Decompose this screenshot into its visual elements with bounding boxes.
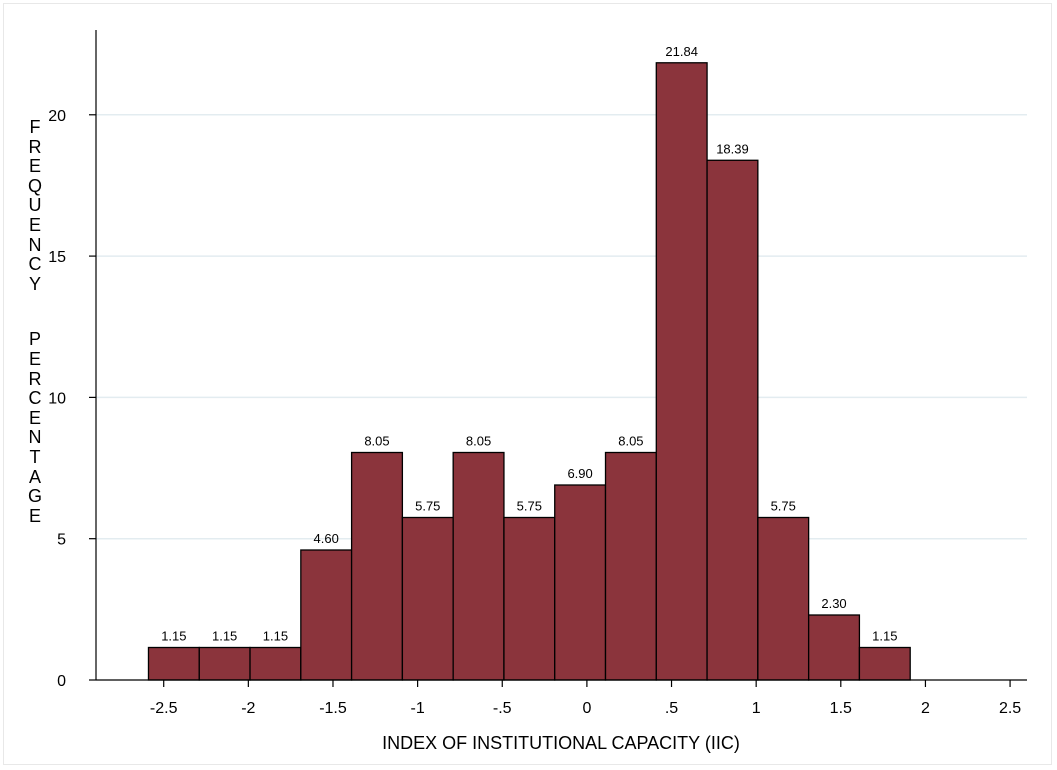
- histogram-bar: [554, 484, 607, 681]
- histogram-bar: [249, 646, 302, 681]
- y-axis-label-letter: Q: [27, 175, 42, 196]
- y-axis-label-letter: E: [28, 348, 41, 369]
- y-axis-label-letter: R: [28, 368, 42, 389]
- histogram-bar: [858, 646, 911, 681]
- y-axis-label-letter: N: [28, 427, 42, 448]
- x-tick-label: 1: [752, 700, 761, 717]
- y-axis-label-letter: C: [28, 388, 42, 409]
- y-axis-label-letter: A: [28, 466, 41, 487]
- histogram-bar: [147, 646, 200, 681]
- y-axis-label-letter: T: [29, 446, 41, 467]
- histogram-bar: [604, 451, 657, 681]
- gridlines: [96, 114, 1027, 540]
- x-tick-label: -.5: [493, 700, 512, 717]
- y-axis-label-letter: N: [28, 234, 42, 255]
- bar-value-label: 1.15: [161, 629, 186, 644]
- bar-value-label: 8.05: [364, 434, 389, 449]
- bar-value-label: 21.84: [665, 44, 698, 59]
- bar-value-label: 8.05: [618, 434, 643, 449]
- x-tick-label: -1: [411, 700, 425, 717]
- x-tick-label: 2.5: [999, 700, 1021, 717]
- x-tick-label: -1.5: [319, 700, 347, 717]
- histogram-bar: [757, 516, 810, 681]
- y-axis-label-letter: P: [28, 329, 41, 350]
- histogram-bar: [807, 614, 861, 681]
- histogram-bar: [503, 516, 556, 681]
- x-tick-label: -2: [241, 700, 255, 717]
- bar-value-label: 18.39: [716, 141, 749, 156]
- x-tick-label: .5: [665, 700, 678, 717]
- x-axis-label: INDEX OF INSTITUTIONAL CAPACITY (IIC): [382, 733, 740, 753]
- y-axis-label-letter: E: [28, 407, 41, 428]
- bar-value-label: 4.60: [314, 531, 339, 546]
- y-tick-label: 0: [57, 673, 66, 690]
- axes: [95, 30, 1027, 681]
- bar-value-label: 1.15: [872, 629, 897, 644]
- histogram-bar: [300, 549, 353, 681]
- bar-value-label: 5.75: [771, 499, 796, 514]
- histogram-bar: [198, 646, 251, 681]
- bar-value-label: 8.05: [466, 434, 491, 449]
- y-tick-label: 10: [48, 390, 66, 407]
- y-axis-label-letter: E: [28, 156, 41, 177]
- bar-value-label: 1.15: [263, 629, 288, 644]
- x-tick-label: 2: [921, 700, 930, 717]
- histogram-bars: [147, 62, 911, 681]
- y-axis-label-letter: E: [28, 214, 41, 235]
- y-axis-label-letter: F: [29, 117, 41, 137]
- bar-value-label: 6.90: [567, 466, 592, 481]
- y-tick-label: 20: [48, 108, 66, 125]
- bar-value-label: 1.15: [212, 629, 237, 644]
- x-tick-label: 1.5: [830, 700, 852, 717]
- y-tick-label: 15: [48, 249, 66, 266]
- bar-value-labels: 1.15 1.15 1.15 4.60 8.05 5.75 8.05 5.75 6.90 8.05…: [161, 44, 897, 644]
- y-axis-label-letter: Y: [28, 273, 41, 294]
- bar-value-label: 2.30: [821, 596, 846, 611]
- x-axis-ticks: -2.5 -2 -1.5 -1 -.5 0 .5 1 1.5 2 2.5: [150, 680, 1021, 717]
- histogram-bar: [655, 62, 708, 681]
- histogram-bar: [350, 451, 404, 681]
- y-axis-label-letter: C: [28, 254, 42, 275]
- y-axis-label-letter: E: [28, 505, 41, 526]
- y-axis-label-letter: U: [28, 195, 42, 216]
- y-axis-label-letter: G: [27, 486, 42, 507]
- y-axis-label-letter: R: [28, 136, 42, 157]
- histogram-bar: [706, 159, 759, 681]
- histogram-bar: [452, 451, 505, 681]
- histogram-bar: [401, 516, 454, 681]
- bar-value-label: 5.75: [517, 499, 542, 514]
- x-tick-label: 0: [582, 700, 591, 717]
- x-tick-label: -2.5: [150, 700, 178, 717]
- y-axis-ticks: 0 5 10 15 20: [48, 108, 96, 690]
- bar-value-label: 5.75: [415, 499, 440, 514]
- y-tick-label: 5: [57, 532, 66, 549]
